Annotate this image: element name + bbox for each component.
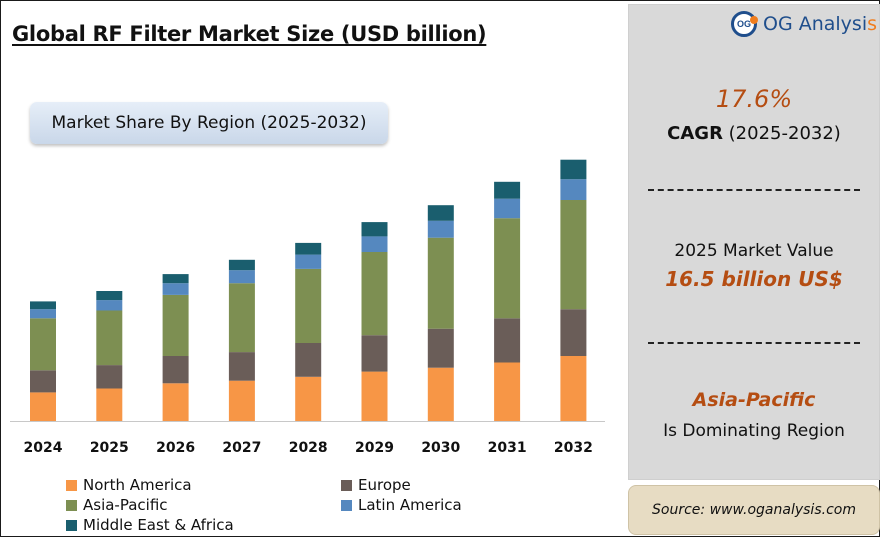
legend-item: Europe [341, 476, 411, 494]
bar-segment-2030-asia-pacific [427, 237, 454, 329]
bar-segment-2026-europe [162, 356, 189, 384]
legend-swatch [66, 499, 77, 511]
bar-segment-2029-latin-america [361, 236, 388, 252]
bar-segment-2029-asia-pacific [361, 252, 388, 336]
bar-segment-2026-latin-america [162, 283, 189, 295]
bar-segment-2027-middle-east-africa [228, 259, 255, 271]
bar-segment-2026-north-america [162, 383, 189, 421]
legend-item: North America [66, 476, 192, 494]
bar-segment-2027-north-america [228, 380, 255, 421]
bar-segment-2026-asia-pacific [162, 294, 189, 356]
legend-swatch [66, 519, 77, 531]
bar-segment-2024-asia-pacific [30, 318, 56, 371]
bar-segment-2025-asia-pacific [96, 310, 123, 366]
bar-segment-2029-middle-east-africa [361, 222, 388, 237]
market-value-label: 2025 Market Value [674, 241, 834, 261]
legend-swatch [341, 479, 352, 491]
divider-2 [648, 342, 860, 344]
bar-segment-2030-middle-east-africa [427, 205, 454, 221]
bar-segment-2025-north-america [96, 388, 123, 421]
bar-segment-2028-europe [295, 343, 322, 377]
bar-segment-2032-latin-america [560, 179, 587, 200]
bar-segment-2030-latin-america [427, 220, 454, 238]
bar-segment-2030-europe [427, 328, 454, 368]
x-tick-label: 2030 [421, 440, 460, 456]
bar-segment-2024-north-america [30, 392, 56, 421]
legend-label: Asia-Pacific [83, 496, 168, 514]
legend-label: Latin America [358, 496, 462, 514]
bar-segment-2024-europe [30, 370, 56, 393]
brand-name-main: OG Analysi [763, 13, 868, 35]
bar-segment-2025-europe [96, 365, 123, 389]
bar-segment-2031-north-america [494, 362, 521, 421]
x-tick-label: 2027 [222, 440, 261, 456]
chart-title: Global RF Filter Market Size (USD billio… [12, 22, 487, 46]
bar-segment-2031-europe [494, 318, 521, 363]
chart-legend: North America Europe Asia-Pacific Latin Ame… [66, 476, 606, 536]
stacked-bar-chart: 2024 2025 2026 2027 2028 2029 2030 2031 2032 [10, 159, 605, 456]
legend-swatch [341, 499, 352, 511]
bar-segment-2028-asia-pacific [295, 268, 322, 343]
bar-segment-2026-middle-east-africa [162, 274, 189, 284]
x-tick-label: 2031 [488, 440, 527, 456]
market-value: 16.5 billion US$ [665, 267, 843, 291]
legend-swatch [66, 479, 77, 491]
legend-label: Europe [358, 476, 411, 494]
bar-segment-2024-latin-america [30, 309, 56, 319]
x-tick-label: 2032 [554, 440, 593, 456]
bar-segment-2030-north-america [427, 367, 454, 421]
cagr-label: CAGR (2025-2032) [629, 123, 879, 144]
x-tick-label: 2025 [90, 440, 129, 456]
bar-segment-2025-middle-east-africa [96, 291, 123, 301]
divider-1 [648, 189, 860, 191]
source-box: Source: www.oganalysis.com [628, 485, 880, 535]
bar-segment-2027-europe [228, 352, 255, 381]
dominating-label: Is Dominating Region [663, 421, 845, 441]
cagr-label-bold: CAGR [667, 123, 723, 144]
bar-segment-2031-latin-america [494, 198, 521, 219]
bar-segment-2028-latin-america [295, 254, 322, 269]
bar-segment-2027-latin-america [228, 270, 255, 284]
bar-segment-2029-north-america [361, 371, 388, 421]
legend-item: Asia-Pacific [66, 496, 168, 514]
bar-segment-2032-europe [560, 309, 587, 356]
bar-segment-2029-europe [361, 335, 388, 372]
x-tick-label: 2026 [156, 440, 195, 456]
chart-subtitle: Market Share By Region (2025-2032) [30, 102, 388, 144]
summary-panel: OG OG Analysis 17.6% CAGR (2025-2032) 20… [628, 4, 880, 480]
brand: OG OG Analysis [731, 11, 877, 37]
bar-segment-2031-asia-pacific [494, 218, 521, 319]
legend-item: Middle East & Africa [66, 516, 234, 534]
bar-segment-2027-asia-pacific [228, 283, 255, 353]
og-logo-icon: OG [731, 11, 758, 37]
x-tick-label: 2029 [355, 440, 394, 456]
legend-label: North America [83, 476, 192, 494]
bar-segment-2025-latin-america [96, 300, 123, 311]
cagr-label-period: (2025-2032) [722, 123, 841, 144]
dominating-region: Asia-Pacific [692, 389, 816, 411]
x-tick-label: 2024 [24, 440, 63, 456]
bar-segment-2032-middle-east-africa [560, 159, 587, 180]
legend-item: Latin America [341, 496, 462, 514]
bar-segment-2028-north-america [295, 376, 322, 421]
bar-segment-2024-middle-east-africa [30, 301, 56, 310]
brand-name: OG Analysis [763, 13, 877, 35]
legend-label: Middle East & Africa [83, 516, 234, 534]
cagr-value: 17.6% [715, 85, 793, 113]
bar-segment-2031-middle-east-africa [494, 181, 521, 199]
brand-name-accent: s [867, 13, 878, 35]
x-tick-label: 2028 [289, 440, 328, 456]
bar-segment-2028-middle-east-africa [295, 242, 322, 255]
bar-segment-2032-north-america [560, 356, 587, 421]
bar-segment-2032-asia-pacific [560, 200, 587, 310]
